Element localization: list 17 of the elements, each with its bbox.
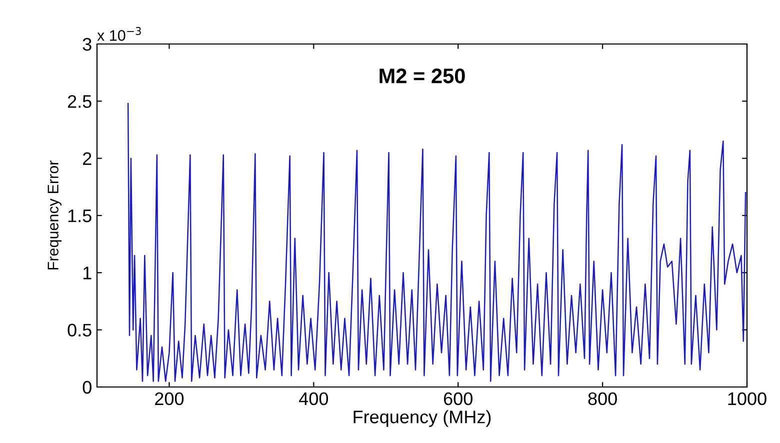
x-tick-label: 400	[299, 392, 328, 406]
y-axis-title: Frequency Error	[48, 160, 62, 270]
y-tick-label: 2.5	[68, 95, 92, 108]
x-tick-label: 800	[588, 392, 617, 406]
x-tick-label: 1000	[728, 392, 766, 406]
text: x 10$^{−3}$	[97, 26, 141, 41]
x-tick-label: 600	[444, 392, 472, 406]
y-tick-label: 3	[82, 38, 92, 51]
x-axis-title: Frequency (MHz)	[354, 410, 491, 427]
line-series	[127, 102, 746, 382]
y-tick-label: 1	[83, 266, 92, 280]
y-tick-label: 0.5	[68, 324, 92, 337]
x-tick-label: 200	[155, 392, 184, 406]
y-tick-label: 2	[83, 152, 92, 165]
annotation: M2 = 250	[380, 68, 465, 84]
y-tick-label: 0	[82, 380, 92, 394]
y-tick-label: 1.5	[68, 210, 92, 222]
